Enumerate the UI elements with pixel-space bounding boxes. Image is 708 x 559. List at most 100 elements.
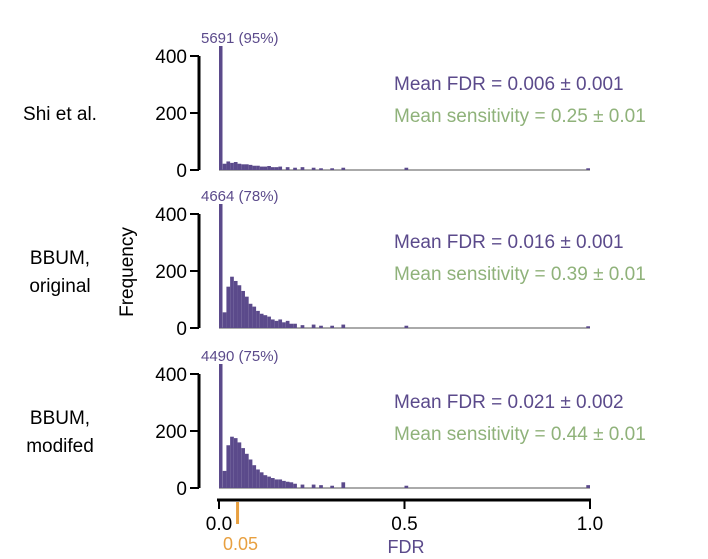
threshold-label: 0.05 [223, 534, 258, 554]
mean-fdr-annotation: Mean FDR = 0.006 ± 0.001 [394, 74, 624, 95]
histogram-bar [237, 163, 242, 170]
y-tick-label: 400 [155, 205, 187, 226]
histogram-bar [319, 168, 323, 170]
histogram-bar [226, 445, 231, 488]
histogram-bar [586, 168, 590, 170]
histogram-bar [237, 285, 242, 328]
panel-row-label: BBUM, [30, 248, 90, 269]
histogram-bar [289, 323, 294, 328]
histogram-bar [300, 325, 305, 328]
first-bin-bar [219, 364, 223, 488]
panel-row-label: original [29, 276, 90, 297]
histogram-bar [233, 438, 238, 488]
histogram-bar [330, 485, 335, 488]
histogram-bar [341, 167, 346, 170]
histogram-bar [256, 165, 260, 170]
mean-sensitivity-annotation: Mean sensitivity = 0.39 ± 0.01 [394, 264, 646, 285]
histogram-bar [278, 166, 283, 170]
histogram-bar [285, 167, 290, 170]
first-bin-bar [219, 46, 223, 170]
first-bin-count-label: 5691 (95%) [201, 30, 279, 47]
histogram-bar [244, 453, 249, 488]
mean-sensitivity-annotation: Mean sensitivity = 0.44 ± 0.01 [394, 424, 646, 445]
histogram-bar [259, 472, 264, 488]
histogram-bar [274, 479, 279, 488]
histogram-bar [586, 326, 590, 328]
histogram-panels: Shi et al. 0 200 400 5691 (95%) Mean FDR = 0.… [23, 30, 646, 500]
histogram-bar [248, 459, 253, 488]
histogram-bar [293, 323, 297, 328]
y-tick-label: 400 [155, 365, 187, 386]
histogram-bar [226, 286, 231, 328]
histogram-bar [222, 163, 227, 170]
histogram-bar [319, 485, 323, 488]
histogram-bar [404, 167, 409, 170]
mean-fdr-annotation: Mean FDR = 0.016 ± 0.001 [394, 232, 624, 253]
histogram-bar [248, 164, 253, 170]
histogram-bar [233, 162, 238, 170]
y-tick-label: 0 [176, 319, 187, 340]
y-axis-title: Frequency [117, 227, 138, 317]
histogram-bar [270, 167, 275, 170]
histogram-bar [274, 320, 279, 328]
histogram-bar [282, 480, 286, 488]
histogram-bar [300, 484, 305, 488]
y-tick-label: 200 [155, 422, 187, 443]
y-tick-label: 0 [176, 161, 187, 182]
histogram-bar [300, 167, 305, 170]
histogram-bar [252, 165, 257, 170]
histogram-bar [311, 484, 316, 488]
histogram-bar [237, 442, 242, 488]
histogram-bar [341, 482, 346, 488]
histogram-bar [404, 325, 409, 328]
histogram-bar [341, 324, 346, 328]
panel-row-label: Shi et al. [23, 104, 97, 125]
histogram-bar [267, 316, 271, 328]
y-tick-label: 0 [176, 479, 187, 500]
histogram-bar [274, 167, 279, 170]
histogram-bar [267, 166, 271, 170]
histogram-bar [248, 303, 253, 328]
histogram-bar [244, 296, 249, 328]
y-tick-label: 200 [155, 104, 187, 125]
histogram-bar [252, 465, 257, 488]
histogram-bar [222, 470, 227, 488]
histogram-bar [222, 312, 227, 328]
histogram-bar [267, 476, 271, 488]
histogram-bar [330, 325, 335, 328]
x-tick-label: 0.5 [391, 514, 417, 535]
histogram-bar [263, 475, 268, 488]
histogram-bar [263, 315, 268, 328]
mean-sensitivity-annotation: Mean sensitivity = 0.25 ± 0.01 [394, 106, 646, 127]
histogram-bar [270, 478, 275, 488]
x-tick-label: 1.0 [577, 514, 603, 535]
histogram-bar [404, 485, 409, 488]
histogram-bar [278, 319, 283, 328]
histogram-bar [293, 483, 297, 488]
first-bin-bar [219, 204, 223, 328]
histogram-bar [230, 162, 234, 170]
histogram-bar [289, 482, 294, 488]
histogram-bar [263, 166, 268, 170]
x-tick-label: 0.0 [206, 514, 232, 535]
histogram-bar [241, 164, 245, 170]
histogram-bar [241, 448, 245, 488]
histogram-bar [256, 469, 260, 488]
panel-row-label: modifed [26, 436, 94, 457]
panel-row-label: BBUM, [30, 408, 90, 429]
histogram-bar [252, 306, 257, 328]
histogram-panel: BBUM, modifed 0 200 400 4490 (75%) Mean FDR = … [26, 348, 646, 500]
histogram-bar [230, 276, 234, 328]
histogram-bar [233, 280, 238, 328]
histogram-panel: Shi et al. 0 200 400 5691 (95%) Mean FDR = 0.… [23, 30, 646, 182]
histogram-bar [226, 161, 231, 170]
histogram-bar [311, 167, 316, 170]
histogram-bar [282, 322, 286, 328]
histogram-bar [586, 485, 590, 488]
y-tick-label: 400 [155, 47, 187, 68]
histogram-panel: BBUM, original 0 200 400 4664 (78%) Mean FDR =… [29, 188, 645, 340]
first-bin-count-label: 4664 (78%) [201, 188, 279, 205]
x-axis-title: FDR [388, 537, 425, 557]
x-axis: 0.0 0.5 1.0 0.05 [206, 498, 603, 554]
